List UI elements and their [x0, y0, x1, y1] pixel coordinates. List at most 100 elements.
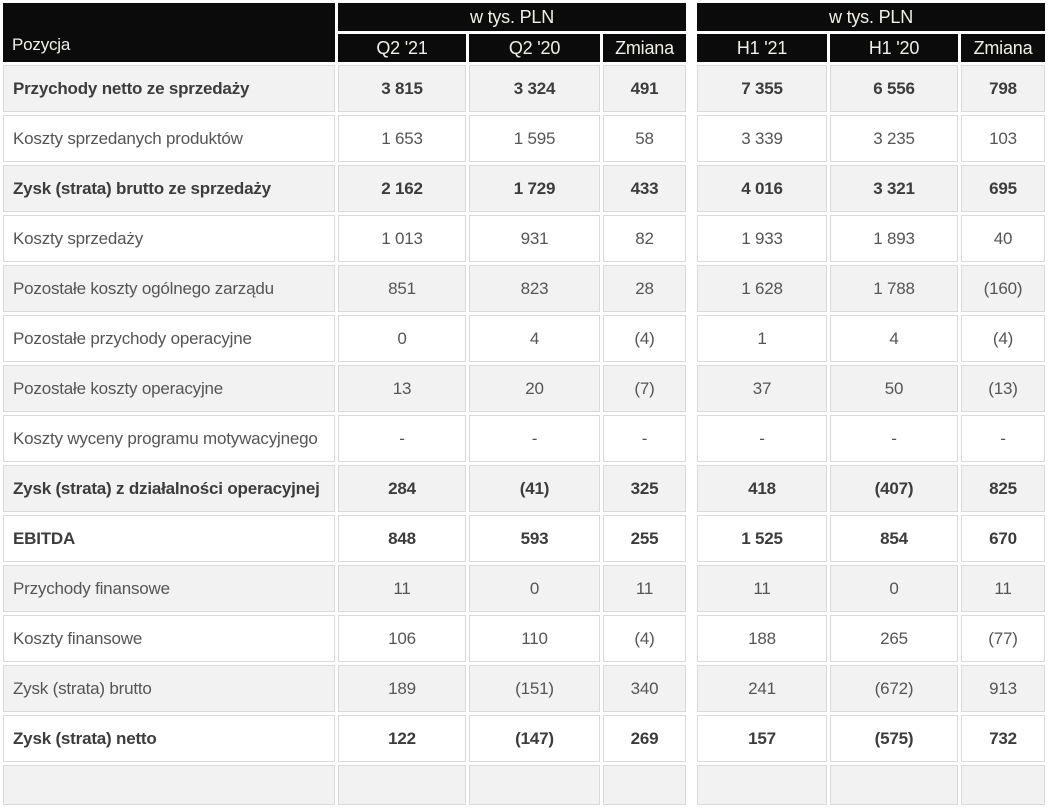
- halfyear-table-header: w tys. PLN H1 '21 H1 '20 Zmiana: [697, 3, 1045, 62]
- table-row: Zysk (strata) brutto ze sprzedaży 2 162 1 …: [3, 165, 686, 212]
- table-row: Przychody finansowe 11 0 11: [3, 565, 686, 612]
- row-label: Koszty finansowe: [3, 615, 335, 662]
- unit-header-q2: w tys. PLN: [338, 3, 686, 31]
- value-cell: 0: [830, 565, 958, 612]
- table-row: Pozostałe koszty operacyjne 13 20 (7): [3, 365, 686, 412]
- value-cell: 1 653: [338, 115, 466, 162]
- value-cell: 11: [603, 565, 686, 612]
- table-row: 4 016 3 321 695: [697, 165, 1045, 212]
- value-cell: 11: [697, 565, 827, 612]
- value-cell: 1 595: [469, 115, 600, 162]
- halfyear-table-body: 7 355 6 556 798 3 339 3 235 103 4 016 3 321 695 1…: [697, 65, 1045, 805]
- value-cell: 3 235: [830, 115, 958, 162]
- value-cell: (575): [830, 715, 958, 762]
- value-cell: 593: [469, 515, 600, 562]
- table-row: 11 0 11: [697, 565, 1045, 612]
- row-label: Zysk (strata) netto: [3, 715, 335, 762]
- table-row: Przychody netto ze sprzedaży 3 815 3 324 49…: [3, 65, 686, 112]
- value-cell: (147): [469, 715, 600, 762]
- column-header-q2-20: Q2 '20: [469, 34, 600, 62]
- value-cell: 82: [603, 215, 686, 262]
- table-row: Pozostałe przychody operacyjne 0 4 (4): [3, 315, 686, 362]
- table-row: Koszty sprzedaży 1 013 931 82: [3, 215, 686, 262]
- value-cell: (151): [469, 665, 600, 712]
- row-label: Zysk (strata) brutto ze sprzedaży: [3, 165, 335, 212]
- value-cell: 825: [961, 465, 1045, 512]
- value-cell: 325: [603, 465, 686, 512]
- value-cell: 0: [338, 315, 466, 362]
- value-cell: 418: [697, 465, 827, 512]
- value-cell: 255: [603, 515, 686, 562]
- value-cell: 1 525: [697, 515, 827, 562]
- table-row: Zysk (strata) netto 122 (147) 269: [3, 715, 686, 762]
- value-cell: 695: [961, 165, 1045, 212]
- row-label: Koszty wyceny programu motywacyjnego: [3, 415, 335, 462]
- table-row: Koszty finansowe 106 110 (4): [3, 615, 686, 662]
- row-label: Przychody netto ze sprzedaży: [3, 65, 335, 112]
- column-header-q2-change: Zmiana: [603, 34, 686, 62]
- value-cell: 6 556: [830, 65, 958, 112]
- table-row: 1 933 1 893 40: [697, 215, 1045, 262]
- table-row: Pozostałe koszty ogólnego zarządu 851 823 2…: [3, 265, 686, 312]
- quarterly-table-header: Pozycja w tys. PLN Q2 '21 Q2 '20 Zmiana: [3, 3, 686, 62]
- value-cell: 189: [338, 665, 466, 712]
- value-cell: 11: [338, 565, 466, 612]
- value-cell: (4): [603, 615, 686, 662]
- value-cell: 433: [603, 165, 686, 212]
- value-cell: (7): [603, 365, 686, 412]
- value-cell: [469, 765, 600, 805]
- column-header-h1-change: Zmiana: [961, 34, 1045, 62]
- value-cell: [830, 765, 958, 805]
- value-cell: (13): [961, 365, 1045, 412]
- value-cell: 798: [961, 65, 1045, 112]
- value-cell: (672): [830, 665, 958, 712]
- value-cell: 931: [469, 215, 600, 262]
- column-header-h1-20: H1 '20: [830, 34, 958, 62]
- header-row-periods: Q2 '21 Q2 '20 Zmiana: [3, 34, 686, 62]
- value-cell: 7 355: [697, 65, 827, 112]
- value-cell: 3 324: [469, 65, 600, 112]
- row-label: Pozostałe koszty operacyjne: [3, 365, 335, 412]
- row-label: Pozostałe przychody operacyjne: [3, 315, 335, 362]
- table-row: 241 (672) 913: [697, 665, 1045, 712]
- value-cell: [961, 765, 1045, 805]
- table-row: 7 355 6 556 798: [697, 65, 1045, 112]
- position-column-header: Pozycja: [3, 3, 335, 62]
- value-cell: 491: [603, 65, 686, 112]
- table-row: 157 (575) 732: [697, 715, 1045, 762]
- value-cell: 188: [697, 615, 827, 662]
- header-row-periods: H1 '21 H1 '20 Zmiana: [697, 34, 1045, 62]
- value-cell: 340: [603, 665, 686, 712]
- value-cell: 3 815: [338, 65, 466, 112]
- value-cell: [603, 765, 686, 805]
- value-cell: 1: [697, 315, 827, 362]
- value-cell: 4 016: [697, 165, 827, 212]
- quarterly-results-table: Pozycja w tys. PLN Q2 '21 Q2 '20 Zmiana …: [3, 3, 686, 805]
- value-cell: 110: [469, 615, 600, 662]
- unit-header-h1: w tys. PLN: [697, 3, 1045, 31]
- table-row: 418 (407) 825: [697, 465, 1045, 512]
- value-cell: 1 933: [697, 215, 827, 262]
- value-cell: (41): [469, 465, 600, 512]
- table-row: 1 525 854 670: [697, 515, 1045, 562]
- row-label: Przychody finansowe: [3, 565, 335, 612]
- value-cell: -: [338, 415, 466, 462]
- value-cell: 284: [338, 465, 466, 512]
- row-label: [3, 765, 335, 805]
- column-header-h1-21: H1 '21: [697, 34, 827, 62]
- row-label: Koszty sprzedanych produktów: [3, 115, 335, 162]
- row-label: Zysk (strata) z działalności operacyjnej: [3, 465, 335, 512]
- value-cell: 1 013: [338, 215, 466, 262]
- value-cell: [338, 765, 466, 805]
- table-row: 3 339 3 235 103: [697, 115, 1045, 162]
- value-cell: 913: [961, 665, 1045, 712]
- value-cell: 1 893: [830, 215, 958, 262]
- value-cell: 157: [697, 715, 827, 762]
- value-cell: 28: [603, 265, 686, 312]
- table-row: Koszty sprzedanych produktów 1 653 1 595 58: [3, 115, 686, 162]
- value-cell: 823: [469, 265, 600, 312]
- value-cell: -: [697, 415, 827, 462]
- value-cell: 13: [338, 365, 466, 412]
- value-cell: -: [830, 415, 958, 462]
